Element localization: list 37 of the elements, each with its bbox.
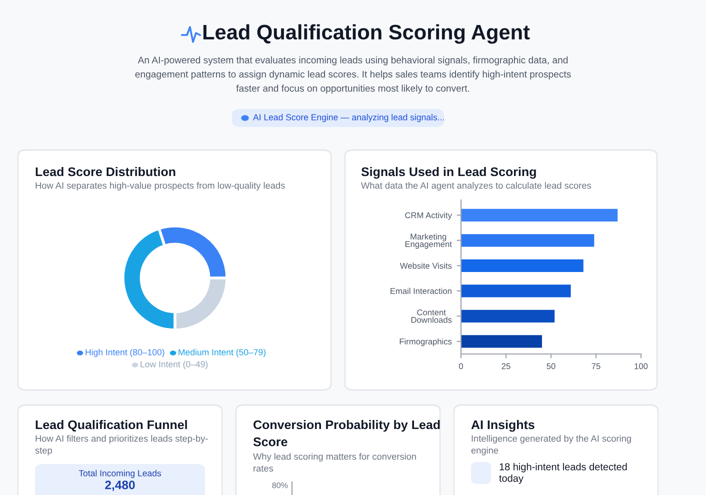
x-tick-label: 100	[634, 363, 648, 370]
bar	[461, 310, 555, 322]
text: AI Lead Score Engine — analyzing lead signals...	[253, 114, 444, 122]
text: Total Incoming Leads	[78, 470, 162, 478]
x-tick-label: 0	[459, 363, 463, 370]
text: Intelligence generated by the AI scoring engine	[471, 435, 631, 456]
chart-subtitle: What data the AI agent analyzes to calculate lead scores	[361, 182, 591, 191]
x-tick-label: 25	[502, 363, 510, 370]
bar	[461, 335, 542, 348]
bar	[461, 234, 594, 247]
x-tick-label: 50	[546, 363, 556, 370]
text: Lead Qualification Funnel	[36, 420, 187, 432]
text: Lead Qualification Scoring Agent	[203, 24, 530, 44]
bar	[461, 208, 618, 222]
bar	[461, 284, 571, 298]
bar	[461, 259, 584, 272]
chart-title: Lead Score Distribution	[36, 167, 176, 176]
text: 80%	[272, 482, 288, 488]
y-tick-label: CRM Activity	[405, 212, 452, 220]
chart-title: Signals Used in Lead Scoring	[361, 167, 536, 179]
chart-subtitle: How AI separates high-value prospects from low-quality leads	[36, 182, 285, 191]
text: AI Insights	[471, 420, 534, 432]
legend-label: Low Intent (0–49)	[140, 360, 208, 370]
text: Why lead scoring matters for conversion rates	[253, 453, 416, 472]
legend-label: Medium Intent (50–79)	[178, 348, 266, 358]
y-tick-label: Website Visits	[400, 262, 452, 269]
text: 2,480	[105, 480, 135, 492]
y-tick-label: Marketing Engagement	[405, 233, 452, 249]
text: An AI-powered system that evaluates incoming leads using behavioral signals, firmographic data, and engagement patterns to assign dynamic lead scores. It helps sales teams identify high-intent prospects faster and focus on opportunities most likely to convert.	[135, 56, 571, 94]
x-tick-label: 75	[592, 363, 600, 370]
text: Conversion Probability by Lead Score	[253, 420, 440, 446]
y-tick-label: Email Interaction	[390, 288, 452, 294]
text: 18 high-intent leads detected today	[499, 463, 627, 484]
text: How AI filters and prioritizes leads step-by- step	[35, 435, 208, 456]
y-tick-label: Firmographics	[400, 338, 452, 346]
legend-label: High Intent (80–100)	[86, 348, 164, 358]
y-tick-label: Content Downloads	[411, 309, 452, 323]
